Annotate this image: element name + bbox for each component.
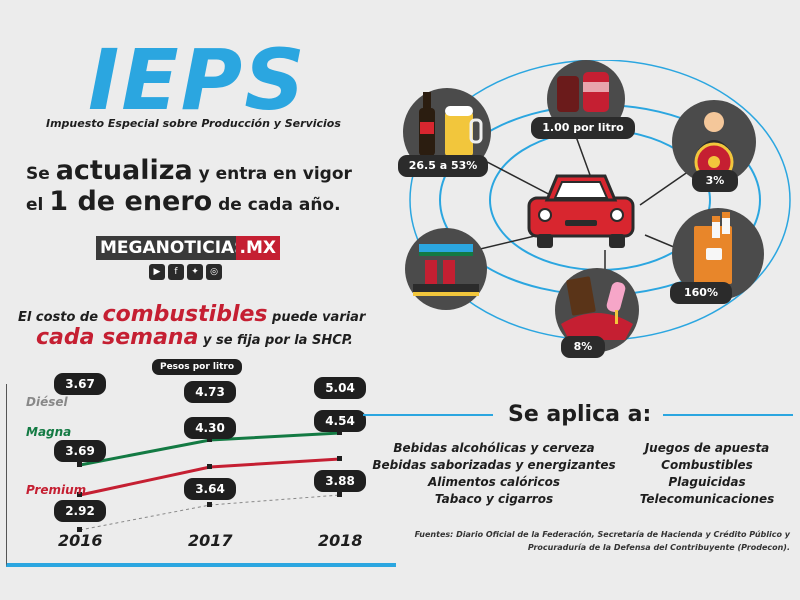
gas-station-icon — [405, 228, 487, 310]
series-label-premium: Premium — [26, 483, 87, 497]
alcohol-rate-label: 26.5 a 53% — [398, 155, 488, 177]
data-label-magna-2018: 4.54 — [314, 410, 366, 432]
list-item: Bebidas alcohólicas y cerveza — [393, 441, 595, 455]
data-label-diesel-2018: 5.04 — [314, 377, 366, 399]
brand-logo[interactable]: MEGANOTICIAS .MX — [96, 236, 280, 260]
car-icon — [527, 170, 635, 250]
fuel-note-line-2: cada semana y se fija por la SHCP. — [36, 325, 353, 350]
data-label-premium-2017: 3.64 — [184, 478, 236, 500]
list-item: Alimentos calóricos — [427, 475, 561, 489]
apply-list-left: Bebidas alcohólicas y cerveza Bebidas sa… — [360, 440, 628, 508]
apply-list-right: Juegos de apuesta Combustibles Plaguicid… — [632, 440, 782, 508]
x-tick-2018: 2018 — [318, 531, 363, 550]
x-tick-2017: 2017 — [188, 531, 233, 550]
data-point-magna-2018 — [337, 430, 342, 435]
list-item: Tabaco y cigarros — [434, 492, 554, 506]
page-subtitle: Impuesto Especial sobre Producción y Ser… — [46, 117, 341, 130]
intro-line-2: el 1 de enero de cada año. — [26, 186, 341, 217]
intro-line-1: Se actualiza y entra en vigor — [26, 155, 352, 186]
list-item: Plaguicidas — [668, 475, 746, 489]
data-point-premium-2016 — [77, 492, 82, 497]
data-label-premium-2016: 2.92 — [54, 500, 106, 522]
cigarettes-rate-label: 160% — [670, 282, 732, 304]
series-label-diesel: Diésel — [26, 395, 68, 409]
x-tick-2016: 2016 — [58, 531, 103, 550]
sources-note: Fuentes: Diario Oficial de la Federación… — [414, 530, 790, 552]
fuel-price-chart — [77, 430, 342, 532]
series-label-magna: Magna — [26, 425, 72, 439]
data-label-diesel-2017: 4.73 — [184, 381, 236, 403]
chart-frame — [6, 384, 396, 567]
list-item: Telecomunicaciones — [639, 492, 775, 506]
gambling-rate-label: 3% — [692, 170, 738, 192]
apply-title-divider — [363, 414, 793, 416]
data-point-diesel-2018 — [337, 492, 342, 497]
soda-rate-label: 1.00 por litro — [531, 117, 635, 139]
instagram-icon[interactable]: ◎ — [206, 264, 222, 280]
list-item: Juegos de apuesta — [644, 441, 770, 455]
data-point-diesel-2016 — [77, 527, 82, 532]
list-item: Bebidas saborizadas y energizantes — [372, 458, 616, 472]
data-label-magna-2017: 4.30 — [184, 417, 236, 439]
fuel-note-line-1: El costo de combustibles puede variar — [18, 302, 366, 327]
apply-title: Se aplica a: — [508, 402, 652, 427]
data-point-magna-2017 — [207, 437, 212, 442]
social-icons: ▶ f ✦ ◎ — [149, 264, 222, 280]
data-label-diesel-2016: 3.67 — [54, 373, 106, 395]
series-line-diesel — [79, 494, 341, 531]
data-point-diesel-2017 — [207, 502, 212, 507]
facebook-icon[interactable]: f — [168, 264, 184, 280]
data-label-premium-2018: 3.88 — [314, 470, 366, 492]
page-title: IEPS — [88, 31, 307, 129]
chart-title: Pesos por litro — [152, 359, 242, 375]
data-label-magna-2016: 3.69 — [54, 440, 106, 462]
data-point-premium-2017 — [207, 464, 212, 469]
data-point-magna-2016 — [77, 462, 82, 467]
youtube-icon[interactable]: ▶ — [149, 264, 165, 280]
sweets-rate-label: 8% — [561, 336, 605, 358]
list-item: Combustibles — [661, 458, 753, 472]
data-point-premium-2018 — [337, 456, 342, 461]
twitter-icon[interactable]: ✦ — [187, 264, 203, 280]
